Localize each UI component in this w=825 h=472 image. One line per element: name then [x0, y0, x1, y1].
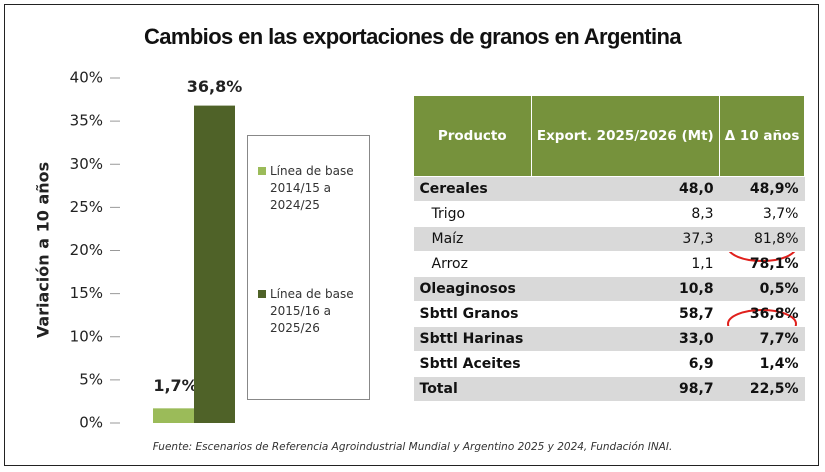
table-row: Cereales 48,0 48,9%	[413, 176, 805, 202]
table-cell: 1,1	[531, 251, 720, 277]
table-cell: Sbttl Harinas	[413, 326, 531, 352]
frame	[4, 4, 819, 466]
table-cell: 1,4%	[719, 351, 805, 377]
header-row: Producto Export. 2025/2026 (Mt) Δ 10 años	[413, 95, 805, 177]
table-cell: 8,3	[531, 201, 720, 227]
y-tick-label: 15%	[70, 284, 103, 302]
table-cell: 33,0	[531, 326, 720, 352]
y-tick-label: 25%	[70, 198, 103, 216]
y-tick-label: 10%	[70, 327, 103, 345]
table-cell: 48,0	[531, 176, 720, 202]
table-row: Maíz 37,3 81,8%	[413, 226, 805, 252]
data-table: Producto Export. 2025/2026 (Mt) Δ 10 años C…	[413, 95, 805, 402]
value-label: 1,7%	[153, 376, 197, 395]
table-row: Trigo 8,3 3,7%	[413, 201, 805, 227]
column-header: Δ 10 años	[719, 95, 805, 177]
legend-label: Línea de base 2015/16 a 2025/26	[270, 287, 354, 335]
column-header: Producto	[413, 95, 532, 177]
table-row: Total 98,7 22,5%	[413, 376, 805, 402]
table-row: Sbttl Aceites 6,9 1,4%	[413, 351, 805, 377]
table-cell: Sbttl Granos	[413, 301, 531, 327]
table-cell: 37,3	[531, 226, 720, 252]
y-tick-label: 20%	[70, 241, 103, 259]
table-cell: Trigo	[413, 201, 531, 227]
table-cell: 98,7	[531, 376, 720, 402]
table-cell: Sbttl Aceites	[413, 351, 531, 377]
table-row: Oleaginosos 10,8 0,5%	[413, 276, 805, 302]
table-cell: 22,5%	[719, 376, 805, 402]
column-header: Export. 2025/2026 (Mt)	[530, 95, 721, 177]
table-cell: Arroz	[413, 251, 531, 277]
table-cell: 78,1%	[719, 251, 805, 277]
legend-entry: Línea de base 2014/15 a 2024/25	[258, 163, 368, 214]
y-tick-label: 30%	[70, 155, 103, 173]
table-row: Arroz 1,1 78,1%	[413, 251, 805, 277]
table-cell: Cereales	[413, 176, 531, 202]
table-cell: 10,8	[531, 276, 720, 302]
table-cell: 36,8%	[719, 301, 805, 327]
table-cell: 58,7	[531, 301, 720, 327]
source-note: Fuente: Escenarios de Referencia Agroind…	[152, 441, 673, 453]
table-cell: 6,9	[531, 351, 720, 377]
legend-swatch	[258, 290, 266, 298]
legend-swatch	[258, 167, 266, 175]
table-cell: 0,5%	[719, 276, 805, 302]
table-cell: Maíz	[413, 226, 531, 252]
value-label: 36,8%	[187, 77, 243, 96]
legend-entry: Línea de base 2015/16 a 2025/26	[258, 286, 368, 337]
y-tick-label: 0%	[79, 414, 103, 432]
bar	[153, 408, 194, 423]
table-cell: 7,7%	[719, 326, 805, 352]
legend-label: Línea de base 2014/15 a 2024/25	[270, 164, 354, 212]
y-tick-label: 40%	[70, 69, 103, 87]
table-cell: 48,9%	[719, 176, 805, 202]
legend: Línea de base 2014/15 a 2024/25 Línea de …	[247, 135, 370, 400]
chart-title: Cambios en las exportaciones de granos e…	[143, 24, 682, 49]
table-cell: Total	[413, 376, 531, 402]
bar	[194, 105, 235, 423]
y-tick-label: 35%	[70, 112, 103, 130]
y-tick-label: 5%	[79, 370, 103, 388]
table-row: Sbttl Harinas 33,0 7,7%	[413, 326, 805, 352]
table-cell: 81,8%	[719, 226, 805, 252]
table-row: Sbttl Granos 58,7 36,8%	[413, 301, 805, 327]
y-axis-label: Variación a 10 años	[34, 162, 53, 338]
table-cell: 3,7%	[719, 201, 805, 227]
table-cell: Oleaginosos	[413, 276, 531, 302]
